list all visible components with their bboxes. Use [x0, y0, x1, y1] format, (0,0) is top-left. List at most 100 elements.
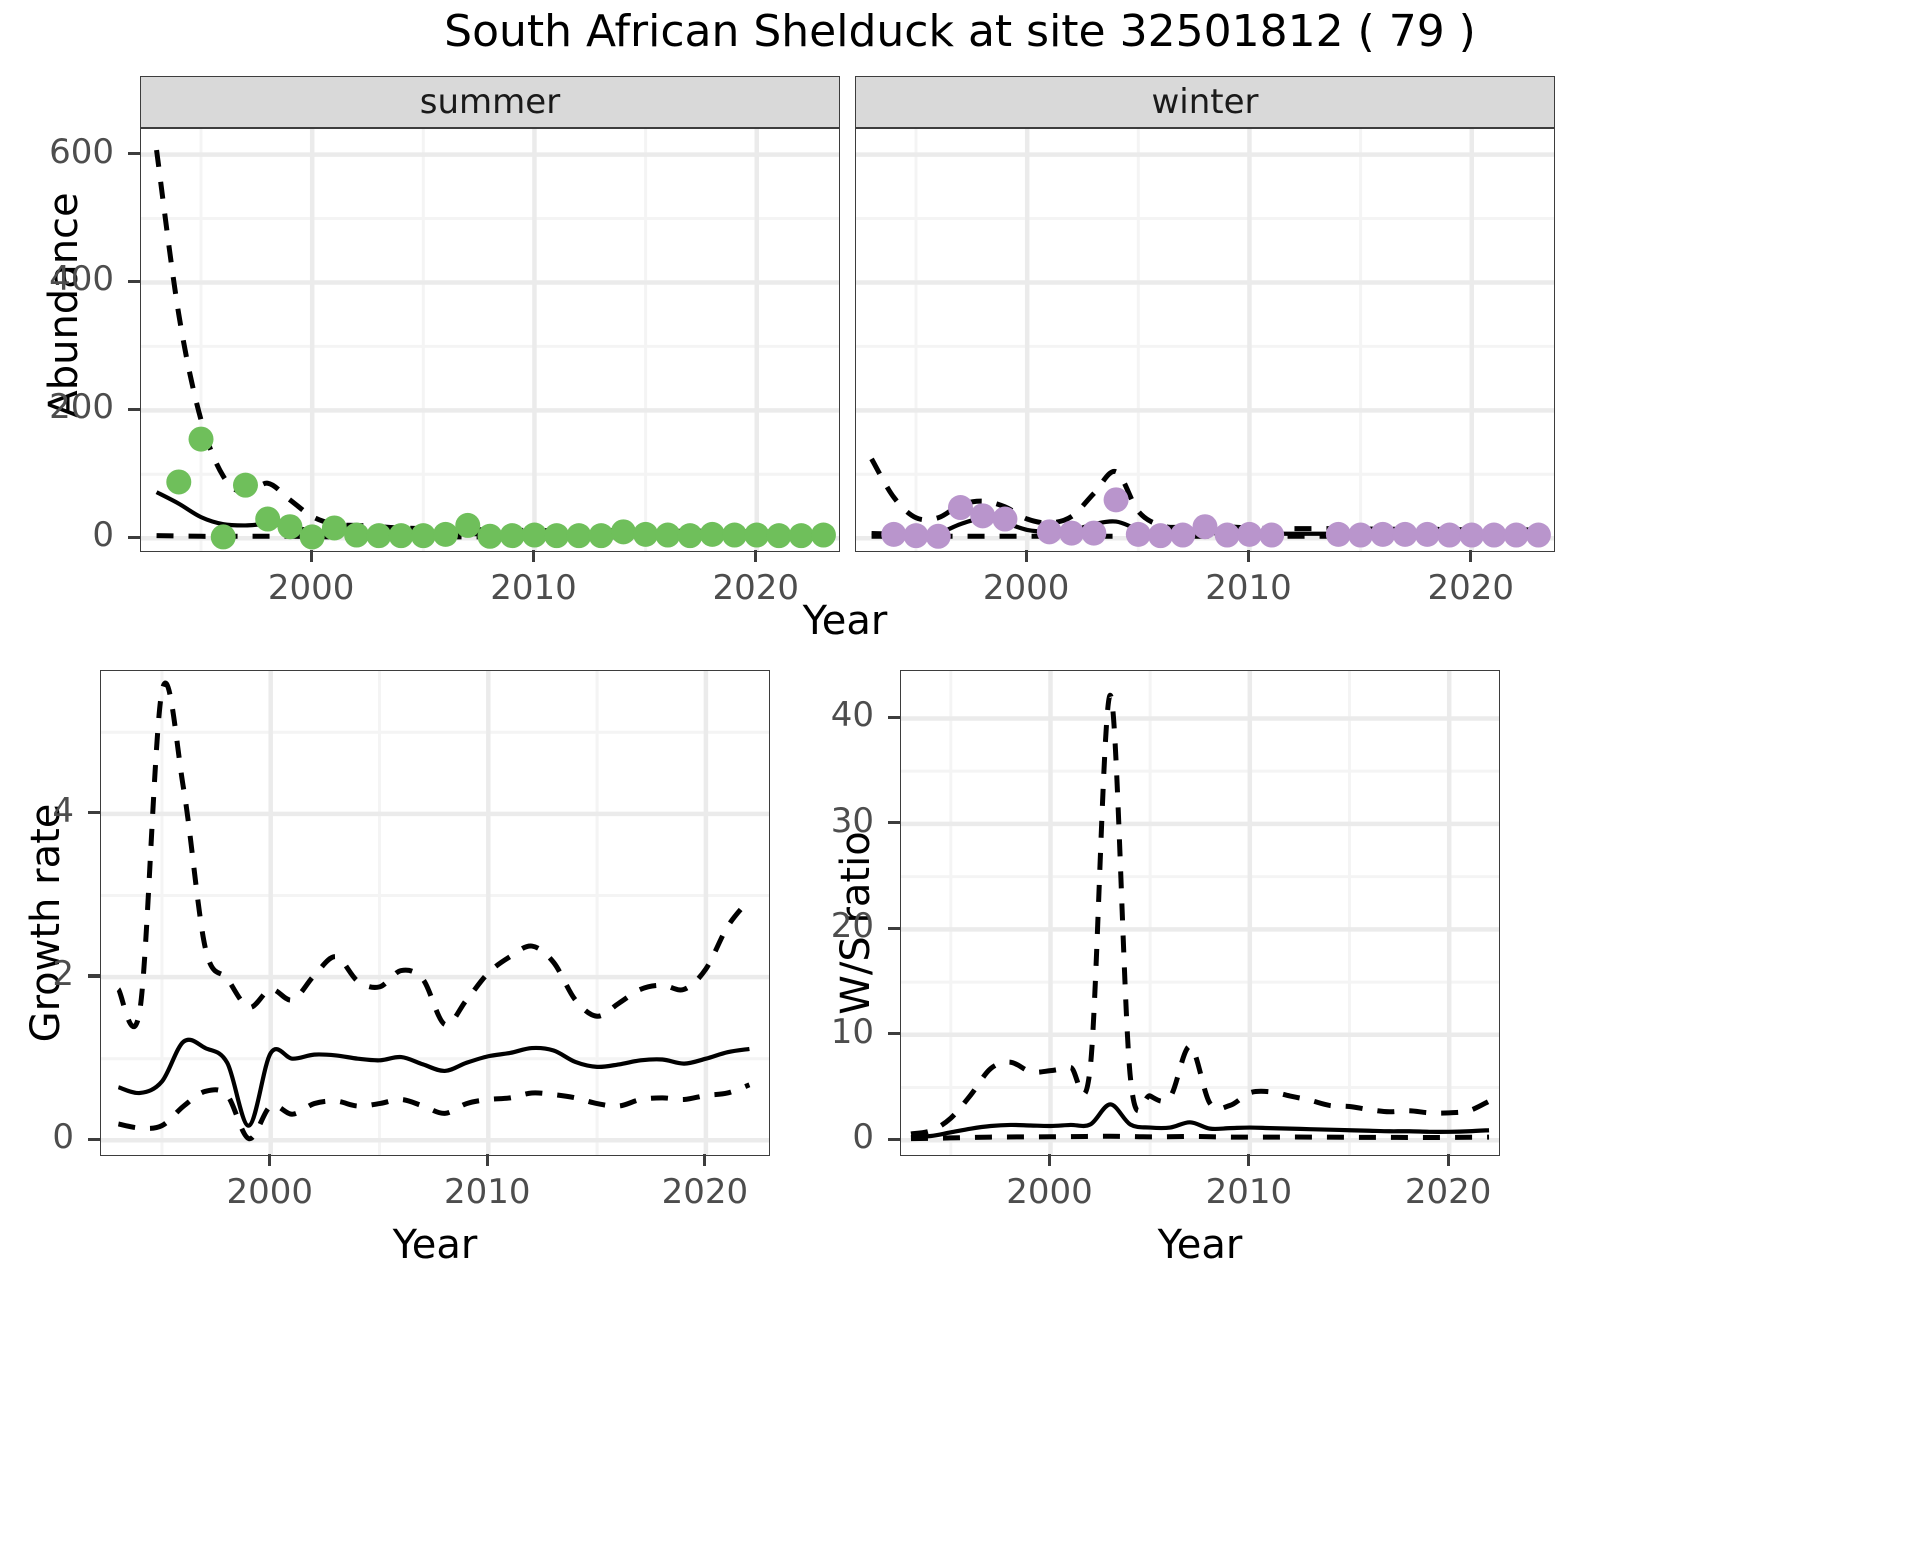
grid-minor [856, 129, 1554, 551]
x-ticklabel: 2020 [1427, 568, 1515, 608]
data-point [410, 523, 436, 549]
x-ticklabel: 2010 [490, 568, 577, 608]
data-point [788, 523, 814, 549]
x-ticklabel: 2010 [1205, 1172, 1293, 1212]
series-upper-ci [116, 680, 752, 1030]
data-point [588, 523, 614, 549]
data-point [499, 523, 525, 549]
data-point [277, 514, 303, 540]
year-axis-title-bottom-left: Year [392, 1222, 478, 1268]
x-ticklabel: 2000 [267, 568, 355, 608]
x-tickmark [1469, 550, 1473, 562]
data-point [521, 522, 547, 548]
data-point [947, 495, 973, 521]
data-point [903, 523, 929, 549]
series-fit [117, 1037, 750, 1128]
data-point [1437, 522, 1463, 548]
data-point [925, 523, 951, 549]
data-points [166, 426, 836, 550]
data-point [1081, 520, 1107, 546]
y-ticklabel: 600 [49, 131, 114, 172]
data-point [744, 522, 770, 548]
panel-abundance-summer[interactable] [140, 128, 840, 552]
x-ticklabel: 2000 [982, 568, 1070, 608]
y-tickmark [128, 151, 140, 156]
panel-ws-ratio[interactable] [900, 670, 1500, 1156]
data-point [388, 523, 414, 549]
x-tickmark [754, 550, 758, 562]
x-tickmark [1047, 1154, 1052, 1166]
y-tickmark [128, 407, 140, 411]
data-point [699, 521, 725, 547]
x-tickmark [1246, 550, 1251, 562]
data-point [321, 515, 347, 541]
data-point [544, 523, 570, 549]
data-point [1370, 521, 1396, 547]
x-ticklabel: 2020 [1404, 1172, 1492, 1212]
data-point [232, 472, 258, 498]
data-points [881, 487, 1551, 549]
x-tickmark [531, 550, 536, 562]
data-point [366, 523, 392, 549]
panel-growth-rate[interactable] [100, 670, 770, 1156]
y-tickmark [88, 974, 100, 978]
x-tickmark [1247, 1154, 1251, 1166]
y-ticklabel: 30 [830, 800, 874, 841]
y-ticklabel: 2 [52, 954, 74, 995]
data-point [1348, 522, 1374, 548]
series-upper-ci [869, 457, 1539, 533]
data-point [1125, 521, 1151, 547]
y-ticklabel: 200 [49, 387, 114, 428]
facet-strip-winter: winter [855, 76, 1555, 128]
data-point [1325, 521, 1351, 547]
y-tickmark [888, 1137, 900, 1141]
grid-minor [141, 129, 839, 551]
data-point [477, 523, 503, 549]
facet-strip-winter-label: winter [1151, 82, 1259, 122]
data-point [1148, 523, 1174, 549]
x-tickmark [1446, 1154, 1450, 1166]
data-point [677, 523, 703, 549]
x-ticklabel: 2000 [1006, 1172, 1093, 1212]
data-point [188, 426, 214, 452]
data-point [766, 523, 792, 549]
year-axis-title-bottom-right: Year [1157, 1222, 1243, 1268]
data-point [1525, 522, 1551, 548]
x-tickmark [703, 1154, 707, 1166]
grid-major [856, 129, 1554, 551]
y-ticklabel: 0 [852, 1117, 874, 1158]
data-point [1392, 521, 1418, 547]
x-ticklabel: 2010 [444, 1172, 531, 1212]
y-ticklabel: 10 [830, 1011, 874, 1052]
x-ticklabel: 2020 [661, 1172, 749, 1212]
data-point [722, 522, 748, 548]
data-point [1481, 522, 1507, 548]
series-lower-ci [910, 1133, 1490, 1142]
y-tickmark [888, 715, 900, 720]
data-point [1459, 522, 1485, 548]
data-point [299, 524, 325, 550]
data-point [1236, 521, 1262, 547]
y-tickmark [88, 1137, 100, 1141]
data-point [633, 521, 659, 547]
y-ticklabel: 20 [830, 906, 874, 947]
data-point [344, 522, 370, 548]
data-point [1192, 514, 1218, 540]
facet-strip-summer: summer [140, 76, 840, 128]
data-point [881, 521, 907, 547]
y-tickmark [128, 535, 140, 539]
data-point [455, 512, 481, 538]
data-point [610, 519, 636, 545]
data-point [1259, 522, 1285, 548]
x-tickmark [485, 1154, 489, 1166]
y-tickmark [888, 1032, 900, 1036]
panel-abundance-winter[interactable] [855, 128, 1555, 552]
data-point [255, 506, 281, 532]
data-point [1170, 522, 1196, 548]
facet-strip-summer-label: summer [419, 82, 561, 122]
data-point [655, 522, 681, 548]
data-point [1103, 487, 1129, 513]
data-point [1214, 522, 1240, 548]
x-ticklabel: 2010 [1205, 568, 1292, 608]
